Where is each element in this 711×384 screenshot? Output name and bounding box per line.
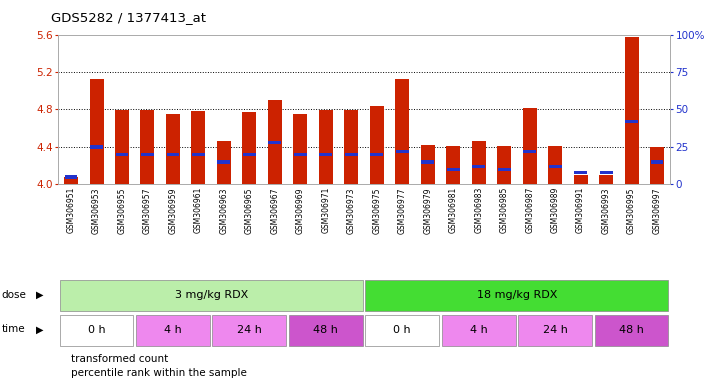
Bar bbox=[549, 165, 562, 168]
Text: GSM306957: GSM306957 bbox=[143, 187, 152, 233]
Bar bbox=[294, 152, 306, 156]
Bar bbox=[191, 111, 205, 184]
Bar bbox=[166, 152, 179, 156]
Bar bbox=[497, 146, 511, 184]
Bar bbox=[651, 160, 663, 164]
Bar bbox=[599, 170, 612, 174]
Text: dose: dose bbox=[1, 290, 26, 300]
Text: GSM306965: GSM306965 bbox=[245, 187, 254, 233]
Bar bbox=[548, 146, 562, 184]
Bar bbox=[498, 167, 510, 171]
Bar bbox=[218, 160, 230, 164]
Bar bbox=[141, 110, 154, 184]
Bar bbox=[141, 152, 154, 156]
Text: GSM306975: GSM306975 bbox=[373, 187, 381, 233]
Text: GSM306989: GSM306989 bbox=[550, 187, 560, 233]
Bar bbox=[242, 112, 257, 184]
Text: GSM306971: GSM306971 bbox=[321, 187, 331, 233]
Bar bbox=[599, 175, 613, 184]
Text: GSM306993: GSM306993 bbox=[602, 187, 611, 233]
Text: GSM306985: GSM306985 bbox=[500, 187, 508, 233]
Text: GSM306953: GSM306953 bbox=[92, 187, 101, 233]
Bar bbox=[447, 146, 460, 184]
Text: 48 h: 48 h bbox=[619, 324, 644, 334]
Bar bbox=[523, 150, 536, 153]
Text: GSM306967: GSM306967 bbox=[270, 187, 279, 233]
Bar bbox=[319, 152, 332, 156]
Text: GSM306981: GSM306981 bbox=[449, 187, 458, 233]
Bar bbox=[319, 110, 333, 184]
Text: GSM306973: GSM306973 bbox=[347, 187, 356, 233]
Text: GDS5282 / 1377413_at: GDS5282 / 1377413_at bbox=[51, 12, 206, 25]
Text: GSM306991: GSM306991 bbox=[576, 187, 585, 233]
Bar bbox=[90, 79, 104, 184]
Text: GSM306963: GSM306963 bbox=[220, 187, 228, 233]
Bar bbox=[624, 37, 638, 184]
Bar bbox=[294, 114, 307, 184]
Text: time: time bbox=[1, 324, 25, 334]
Bar bbox=[518, 315, 592, 346]
Bar bbox=[422, 160, 434, 164]
Bar bbox=[594, 315, 668, 346]
Bar bbox=[289, 315, 363, 346]
Bar bbox=[472, 165, 485, 168]
Bar bbox=[345, 152, 358, 156]
Bar bbox=[574, 175, 587, 184]
Bar bbox=[471, 141, 486, 184]
Bar bbox=[115, 110, 129, 184]
Bar bbox=[447, 167, 459, 171]
Text: GSM306955: GSM306955 bbox=[117, 187, 127, 233]
Bar bbox=[116, 152, 129, 156]
Text: GSM306997: GSM306997 bbox=[653, 187, 661, 233]
Bar bbox=[64, 177, 78, 184]
Text: GSM306987: GSM306987 bbox=[525, 187, 534, 233]
Text: GSM306951: GSM306951 bbox=[67, 187, 75, 233]
Text: 48 h: 48 h bbox=[314, 324, 338, 334]
Bar bbox=[60, 315, 134, 346]
Bar bbox=[523, 108, 537, 184]
Bar bbox=[166, 114, 180, 184]
Bar bbox=[243, 152, 256, 156]
Text: ▶: ▶ bbox=[36, 324, 43, 334]
Bar bbox=[625, 120, 638, 123]
Text: 4 h: 4 h bbox=[470, 324, 488, 334]
Text: GSM306961: GSM306961 bbox=[194, 187, 203, 233]
Bar bbox=[396, 150, 409, 153]
Text: GSM306959: GSM306959 bbox=[169, 187, 178, 233]
Text: 0 h: 0 h bbox=[87, 324, 105, 334]
Bar bbox=[192, 152, 205, 156]
Text: GSM306983: GSM306983 bbox=[474, 187, 483, 233]
Bar bbox=[213, 315, 287, 346]
Text: 4 h: 4 h bbox=[164, 324, 182, 334]
Bar bbox=[65, 175, 77, 179]
Bar bbox=[574, 170, 587, 174]
Bar bbox=[217, 141, 231, 184]
Bar bbox=[442, 315, 515, 346]
Text: percentile rank within the sample: percentile rank within the sample bbox=[71, 368, 247, 378]
Text: GSM306969: GSM306969 bbox=[296, 187, 305, 233]
Bar bbox=[90, 145, 103, 149]
Bar bbox=[370, 106, 384, 184]
Text: ▶: ▶ bbox=[36, 290, 43, 300]
Text: 24 h: 24 h bbox=[542, 324, 567, 334]
Bar bbox=[365, 280, 668, 311]
Bar bbox=[136, 315, 210, 346]
Text: GSM306979: GSM306979 bbox=[423, 187, 432, 233]
Text: 18 mg/kg RDX: 18 mg/kg RDX bbox=[476, 290, 557, 300]
Bar bbox=[344, 110, 358, 184]
Text: GSM306995: GSM306995 bbox=[627, 187, 636, 233]
Bar bbox=[60, 280, 363, 311]
Bar bbox=[268, 100, 282, 184]
Bar bbox=[370, 152, 383, 156]
Bar bbox=[650, 147, 664, 184]
Text: transformed count: transformed count bbox=[71, 354, 169, 364]
Bar bbox=[395, 79, 410, 184]
Bar bbox=[421, 145, 434, 184]
Bar bbox=[365, 315, 439, 346]
Bar bbox=[269, 141, 282, 144]
Text: 24 h: 24 h bbox=[237, 324, 262, 334]
Text: 3 mg/kg RDX: 3 mg/kg RDX bbox=[174, 290, 248, 300]
Text: GSM306977: GSM306977 bbox=[397, 187, 407, 233]
Text: 0 h: 0 h bbox=[393, 324, 411, 334]
